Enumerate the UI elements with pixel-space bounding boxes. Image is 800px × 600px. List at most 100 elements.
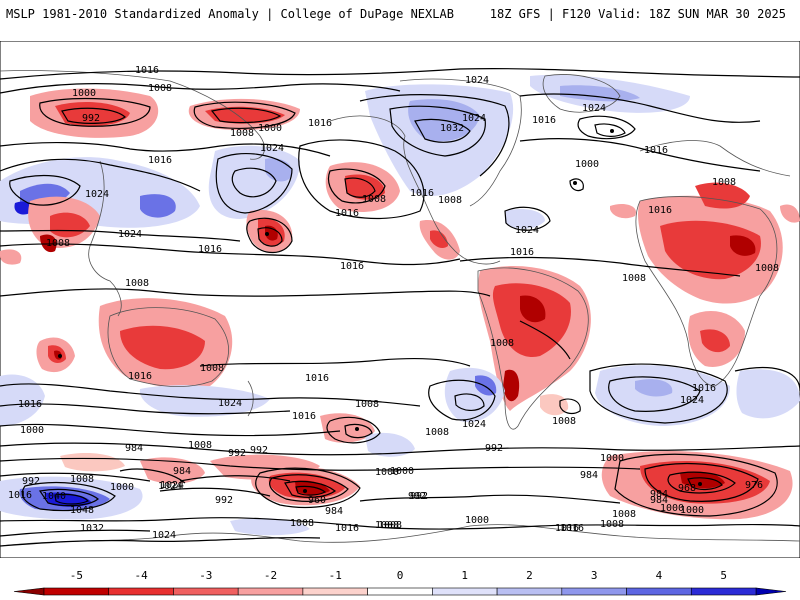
low-center-marker — [698, 482, 702, 486]
isobar-label: 1032 — [440, 123, 464, 134]
isobar-label: 1000 — [680, 505, 704, 516]
colorbar-segment — [626, 587, 692, 596]
isobar-label: 1024 — [218, 398, 242, 409]
anomaly-patch — [0, 249, 22, 265]
isobar-label: 984 — [650, 489, 668, 500]
isobar — [0, 517, 800, 530]
colorbar-tick-label: -1 — [329, 569, 342, 582]
isobar — [0, 243, 461, 266]
isobar — [0, 537, 321, 547]
colorbar-segment — [496, 587, 563, 596]
isobar-label: 1000 — [110, 482, 134, 493]
colorbar-tick-labels: -5 -4 -3 -2 -1 0 1 2 3 4 5 — [70, 569, 727, 582]
anomaly-patch — [365, 432, 415, 457]
isobar-labels: 1016 1008 1000 992 1000 1024 1024 1024 1… — [8, 65, 779, 541]
isobar — [210, 107, 282, 124]
colorbar-min-arrow — [13, 587, 45, 596]
isobar-label: 1008 — [200, 363, 224, 374]
coastline — [107, 307, 229, 388]
anomaly-patch — [700, 329, 730, 353]
anomaly-patch — [345, 174, 385, 200]
isobar — [614, 453, 778, 517]
anomaly-patch — [503, 369, 520, 402]
isobar-label: 1024 — [465, 75, 489, 86]
isobar-label: 1008 — [600, 519, 624, 530]
isobar-label: 1008 — [46, 238, 70, 249]
isobar — [454, 393, 485, 411]
colorbar-segment — [690, 587, 757, 596]
isobar-label: 1008 — [712, 177, 736, 188]
colorbar-max-arrow — [755, 587, 787, 596]
isobar-label: 1016 — [692, 383, 716, 394]
isobar-label: 1008 — [290, 518, 314, 529]
isobar-label: 1008 — [755, 263, 779, 274]
isobar — [644, 462, 759, 502]
anomaly-patch — [520, 295, 546, 323]
isobar-label: 1000 — [465, 515, 489, 526]
isobar-label: 1016 — [335, 523, 359, 534]
isobar — [269, 474, 349, 502]
isobar — [295, 485, 327, 496]
isobar — [193, 101, 296, 129]
isobar-label: 976 — [745, 480, 763, 491]
isobar-label: 1024 — [152, 530, 176, 541]
colorbar-tick-label: 4 — [656, 569, 663, 582]
isobar — [298, 139, 425, 220]
isobar-label: 1016 — [198, 244, 222, 255]
anomaly-patch — [635, 379, 673, 397]
isobar — [39, 97, 151, 127]
isobar-label: 1008 — [362, 194, 386, 205]
isobar — [255, 467, 361, 508]
isobar-label: 1000 — [575, 159, 599, 170]
isobar — [0, 68, 800, 80]
anomaly-patch — [780, 204, 800, 223]
isobar-label: 984 — [580, 470, 598, 481]
colorbar-segment — [302, 587, 368, 596]
anomaly-patch — [14, 201, 32, 215]
isobar — [359, 94, 510, 177]
isobar-label: 1008 — [425, 427, 449, 438]
isobar — [326, 416, 381, 444]
isobar — [389, 105, 486, 157]
isobar — [359, 494, 621, 504]
isobar-label: 1008 — [230, 128, 254, 139]
isobar — [559, 398, 581, 415]
isobar — [0, 288, 491, 297]
isobar-label: 1016 — [148, 155, 172, 166]
isobar-label: 1024 — [160, 480, 184, 491]
colorbar-tick-label: 0 — [397, 569, 404, 582]
isobar — [246, 217, 293, 254]
isobar-label: 984 — [650, 495, 668, 506]
colorbar-tick-label: -5 — [70, 569, 83, 582]
isobar — [231, 167, 277, 198]
anomaly-patch — [55, 101, 130, 126]
isobar-label: 1016 — [555, 523, 579, 534]
isobar-label: 1016 — [128, 371, 152, 382]
isobar — [569, 178, 584, 192]
isobar-label: 1016 — [560, 523, 584, 534]
isobar — [21, 482, 116, 512]
low-center-marker — [573, 181, 577, 185]
isobar-label: 992 — [485, 443, 503, 454]
isobars — [0, 68, 800, 547]
isobar-label: 1016 — [510, 247, 534, 258]
anomaly-patch — [736, 369, 800, 419]
isobar-label: 1008 — [355, 399, 379, 410]
isobar — [9, 174, 81, 206]
isobar-label: 1000 — [660, 503, 684, 514]
anomaly-patch — [230, 518, 310, 536]
anomaly-patch — [120, 325, 205, 370]
low-center-marker — [58, 354, 62, 358]
isobar — [667, 471, 736, 494]
isobar-label: 1024 — [515, 225, 539, 236]
isobar-label: 992 — [408, 491, 426, 502]
isobar — [344, 423, 373, 439]
low-center-marker — [355, 427, 359, 431]
map-title: MSLP 1981-2010 Standardized Anomaly | Co… — [6, 7, 454, 21]
isobar-label: 1000 — [72, 88, 96, 99]
isobar — [0, 472, 151, 482]
isobar-label: 1024 — [582, 103, 606, 114]
isobar-label: 1016 — [135, 65, 159, 76]
isobar-label: 1024 — [118, 229, 142, 240]
isobar-label: 1016 — [648, 205, 672, 216]
